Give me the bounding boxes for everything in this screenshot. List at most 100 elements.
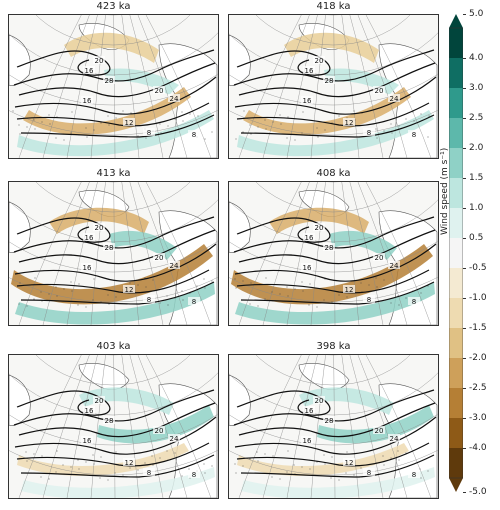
colorbar-tick-label: 1.0: [469, 203, 484, 213]
contour-label: 20: [375, 87, 384, 95]
stipple-dot: [86, 136, 88, 138]
stipple-dot: [286, 137, 288, 139]
anomaly-band: [284, 32, 379, 63]
meridian-line: [137, 15, 188, 158]
contour-label: 28: [105, 417, 114, 425]
wind-contour-line: [234, 243, 437, 282]
contour-label: 16: [305, 234, 314, 242]
colorbar-segment: [449, 328, 463, 359]
colorbar-tick-mark: [463, 492, 466, 493]
stipple-dot: [100, 456, 102, 458]
contour-label-bg: [301, 96, 313, 104]
colorbar-top-arrow: [449, 14, 463, 28]
wind-contour-line: [16, 102, 210, 127]
contour-label-bg: [388, 94, 400, 102]
anomaly-band: [235, 282, 435, 325]
stipple-dot: [405, 297, 407, 299]
anomaly-band: [269, 207, 369, 234]
parallel-line: [229, 109, 438, 136]
stipple-dot: [63, 139, 65, 141]
stipple-dot: [12, 110, 14, 112]
stipple-dot: [26, 305, 28, 307]
map-panel-408ka: 408 ka 20 16 28 16 12 8 20 24 8: [228, 167, 439, 326]
stipple-dot: [182, 299, 184, 301]
anomaly-band: [237, 110, 434, 157]
contour-label: 8: [367, 296, 371, 304]
contour-label-bg: [168, 434, 180, 442]
contour-label: 16: [303, 97, 312, 105]
stipple-dot: [197, 115, 199, 117]
contour-label: 20: [375, 254, 384, 262]
stipple-dot: [93, 463, 95, 465]
stipple-dot: [211, 280, 213, 282]
contour-label-bg: [388, 434, 400, 442]
stipple-dot: [242, 280, 244, 282]
meridian-line: [129, 15, 164, 158]
meridian-line: [90, 182, 106, 325]
stipple-dot: [188, 468, 190, 470]
contour-label-bg: [323, 416, 335, 424]
meridian-line: [357, 182, 408, 325]
stipple-dot: [420, 113, 422, 115]
stipple-dot: [376, 286, 378, 288]
wind-contour-line: [18, 402, 216, 438]
contour-label-bg: [323, 243, 335, 251]
stipple-dot: [203, 278, 205, 280]
contour-label: 20: [155, 87, 164, 95]
colorbar-segment: [449, 298, 463, 329]
contour-label-bg: [143, 128, 155, 136]
colorbar-bottom-arrow: [449, 478, 463, 492]
stipple-dot: [257, 305, 259, 307]
parallel-line: [255, 15, 411, 46]
colorbar-tick-mark: [463, 88, 466, 89]
contour-label: 12: [345, 119, 354, 127]
stipple-dot: [360, 282, 362, 284]
meridian-line: [90, 15, 106, 158]
stipple-dot: [271, 476, 273, 478]
stipple-dot: [40, 476, 42, 478]
contour-label: 16: [83, 97, 92, 105]
stipple-dot: [250, 133, 252, 135]
meridian-line: [66, 182, 98, 325]
stipple-dot: [301, 132, 303, 134]
contour-label-bg: [123, 118, 135, 126]
stipple-dot: [249, 303, 251, 305]
contour-label-bg: [408, 470, 420, 478]
contour-label: 8: [192, 471, 196, 479]
stipple-dot: [390, 123, 392, 125]
wind-contour-line: [18, 62, 216, 98]
parallel-line: [35, 15, 191, 46]
contour-label-bg: [83, 66, 95, 74]
stipple-dot: [167, 304, 169, 306]
contour-label-bg: [168, 94, 180, 102]
meridian-line: [42, 355, 90, 498]
contour-label: 16: [83, 264, 92, 272]
anomaly-band: [231, 244, 433, 305]
map-area: 20 16 28 16 12 8 20 24 8: [228, 14, 439, 159]
stipple-dot: [398, 304, 400, 306]
contour-label: 8: [147, 129, 151, 137]
colorbar-tick-mark: [463, 298, 466, 299]
stipple-dot: [41, 121, 43, 123]
colorbar-tick-label: -3.0: [469, 413, 487, 423]
panel-title: 403 ka: [96, 341, 131, 352]
wind-contour-line: [13, 49, 215, 86]
stipple-dot: [294, 288, 296, 290]
stipple-dot: [412, 111, 414, 113]
anomaly-band: [241, 467, 435, 498]
contour-label: 16: [83, 437, 92, 445]
contour-label: 16: [305, 67, 314, 75]
stipple-dot: [204, 472, 206, 474]
wind-contour-line: [240, 114, 435, 138]
stipple-dot: [92, 299, 94, 301]
colorbar-tick-mark: [463, 118, 466, 119]
contour-label: 8: [412, 471, 416, 479]
north-america-shape: [9, 374, 31, 426]
anomaly-band: [49, 207, 149, 234]
stipple-dot: [242, 465, 244, 467]
colorbar-tick-mark: [463, 328, 466, 329]
contour-label-bg: [83, 406, 95, 414]
contour-label: 20: [315, 57, 324, 65]
contour-label-bg: [81, 436, 93, 444]
contour-label-bg: [313, 223, 325, 231]
